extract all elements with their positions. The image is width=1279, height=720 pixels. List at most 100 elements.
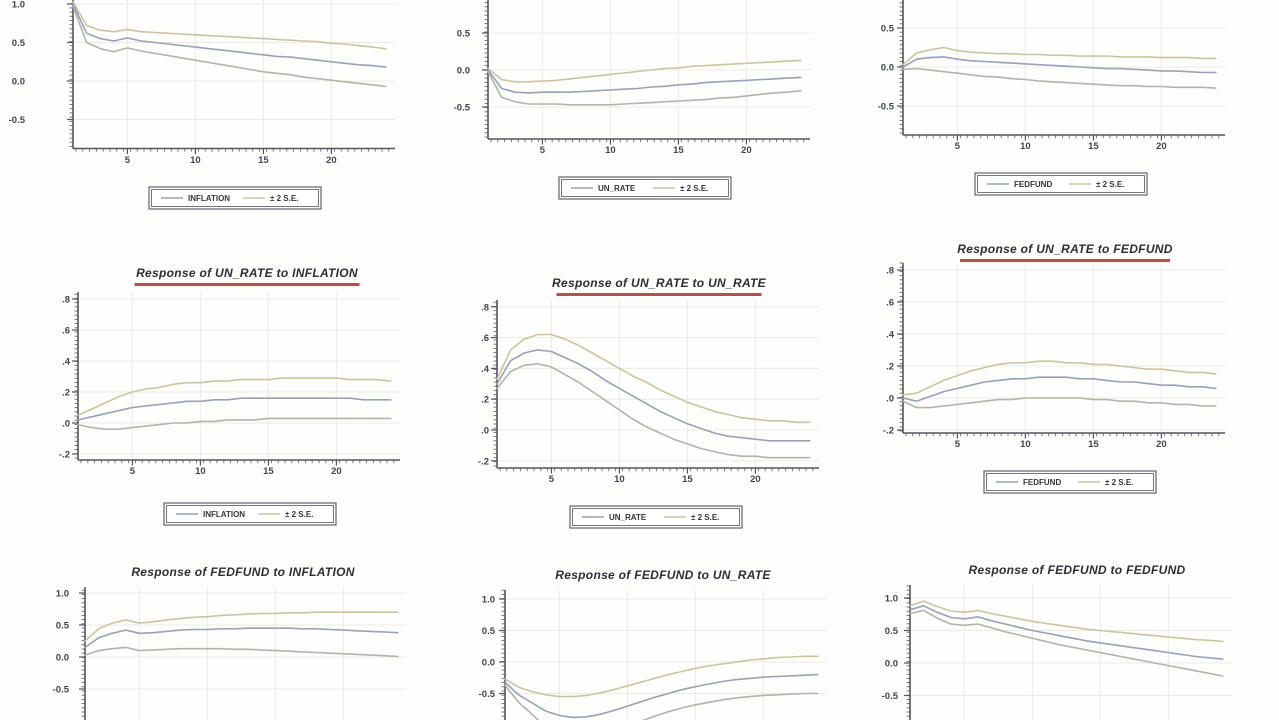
chart-panel-0: 1.0 0.5 0.0 -0.5 5 10 15 20 INFLATION ± 2 S.E. — [9, 0, 395, 210]
legend-box: FEDFUND ± 2 S.E. — [974, 172, 1148, 196]
legend-box: INFLATION ± 2 S.E. — [163, 502, 337, 526]
title-underline — [134, 283, 360, 286]
chart-title: Response of UN_RATE to INFLATION — [136, 266, 358, 280]
y-tick-label: 0.0 — [885, 659, 898, 670]
series-upper-line — [487, 59, 802, 83]
series-center-line — [496, 349, 811, 442]
legend-label-band: ± 2 S.E. — [270, 194, 298, 203]
chart-panel-6: 1.0 0.5 0.0 -0.5 Response of FEDFUND to INFL… — [53, 565, 407, 720]
legend-label-series: FEDFUND — [1014, 180, 1052, 189]
x-tick-label: 15 — [1088, 141, 1099, 152]
y-tick-label: 0.0 — [457, 66, 470, 77]
x-tick-label: 15 — [682, 474, 693, 485]
y-tick-label: .8 — [481, 302, 489, 313]
x-tick-label: 5 — [125, 155, 131, 166]
series-center-line — [504, 673, 819, 719]
series-center-line — [902, 56, 1217, 74]
x-tick-label: 20 — [1156, 141, 1167, 152]
y-tick-label: .6 — [886, 298, 894, 309]
axis-minor-ticks — [499, 589, 505, 720]
y-tick-label: 0.0 — [12, 77, 25, 88]
y-tick-label: .2 — [62, 388, 70, 399]
y-tick-label: .6 — [62, 326, 70, 337]
y-tick-label: -0.5 — [454, 103, 471, 114]
y-tick-label: 0.5 — [56, 621, 70, 632]
y-tick-label: 1.0 — [482, 595, 495, 606]
series-upper-line — [902, 360, 1217, 396]
series-upper-line — [77, 377, 392, 417]
series-upper-line — [909, 600, 1224, 643]
series-upper-line — [84, 611, 399, 642]
gridlines — [910, 585, 1232, 720]
x-tick-label: 15 — [1088, 439, 1099, 450]
gridlines — [497, 300, 819, 468]
series-lower-line — [72, 5, 387, 88]
y-tick-label: .8 — [62, 295, 70, 306]
legend-label-series: INFLATION — [188, 194, 230, 203]
series-lower-line — [902, 397, 1217, 409]
y-tick-label: -0.5 — [882, 691, 899, 702]
y-tick-label: -0.5 — [878, 102, 895, 113]
chart-panel-8: 1.0 0.5 0.0 -0.5 Response of FEDFUND to FEDF… — [882, 563, 1232, 720]
x-tick-label: 15 — [673, 145, 684, 156]
chart-title: Response of FEDFUND to FEDFUND — [969, 563, 1186, 577]
y-tick-label: -.2 — [883, 426, 894, 437]
legend-label-band: ± 2 S.E. — [1105, 478, 1133, 487]
series-center-line — [77, 397, 392, 421]
gridlines — [73, 0, 395, 149]
y-tick-label: 0.5 — [482, 626, 496, 637]
y-tick-label: 0.0 — [56, 653, 69, 664]
y-tick-label: 0.5 — [12, 38, 26, 49]
y-tick-label: .0 — [62, 419, 70, 430]
y-tick-label: .8 — [886, 266, 894, 277]
series-lower-line — [77, 417, 392, 430]
chart-panel-1: 0.5 0.0 -0.5 5 10 15 20 UN_RATE ± 2 S.E. — [454, 0, 810, 200]
y-tick-label: .2 — [886, 362, 894, 373]
series-upper-line — [902, 46, 1217, 66]
axis-minor-ticks — [79, 589, 85, 720]
x-tick-label: 10 — [614, 474, 625, 485]
y-tick-label: 1.0 — [12, 0, 25, 11]
x-tick-label: 20 — [1156, 439, 1167, 450]
series-center-line — [84, 627, 399, 649]
gridlines — [903, 0, 1225, 135]
title-underline — [960, 259, 1170, 262]
series-lower-line — [504, 684, 819, 720]
legend-label-band: ± 2 S.E. — [1096, 180, 1124, 189]
y-tick-label: -0.5 — [479, 689, 496, 700]
y-tick-label: 1.0 — [56, 589, 69, 600]
series-upper-line — [504, 655, 819, 698]
chart-title: Response of UN_RATE to UN_RATE — [552, 276, 767, 290]
y-tick-label: .4 — [481, 364, 490, 375]
series-lower-line — [902, 67, 1217, 89]
legend-label-series: FEDFUND — [1023, 478, 1061, 487]
x-tick-label: 5 — [955, 439, 961, 450]
x-tick-label: 5 — [540, 145, 546, 156]
legend-label-band: ± 2 S.E. — [285, 510, 313, 519]
x-tick-label: 5 — [130, 466, 136, 477]
x-tick-label: 10 — [195, 466, 206, 477]
y-tick-label: -.2 — [59, 450, 70, 461]
gridlines — [903, 263, 1225, 433]
series-upper-line — [496, 333, 811, 424]
gridlines — [78, 292, 400, 460]
y-tick-label: 0.5 — [885, 626, 899, 637]
y-tick-label: .4 — [886, 330, 895, 341]
y-tick-label: 0.0 — [482, 658, 495, 669]
series-upper-line — [72, 0, 387, 50]
series-center-line — [909, 605, 1224, 660]
chart-panel-2: 0.5 0.0 -0.5 5 10 15 20 FEDFUND ± 2 S.E. — [878, 0, 1225, 196]
title-underline — [556, 293, 762, 296]
chart-title: Response of FEDFUND to UN_RATE — [555, 568, 771, 582]
chart-panel-4: .8 .6 .4 .2 .0 -.2 5 10 15 20 Response of UN_RATE … — [478, 276, 819, 529]
y-tick-label: -0.5 — [9, 115, 26, 126]
x-tick-label: 20 — [326, 155, 337, 166]
series-center-line — [487, 69, 802, 94]
x-tick-label: 15 — [263, 466, 274, 477]
chart-title: Response of UN_RATE to FEDFUND — [957, 242, 1172, 256]
x-tick-label: 15 — [258, 155, 269, 166]
axis-minor-ticks — [482, 2, 805, 145]
series-lower-line — [496, 363, 811, 459]
